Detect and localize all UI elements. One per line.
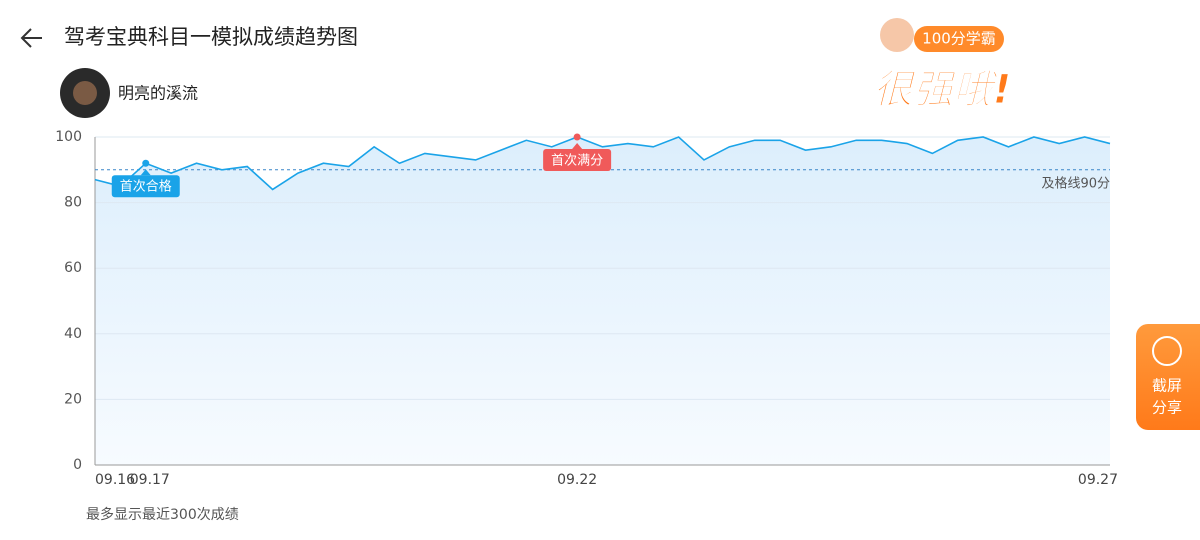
y-tick-label: 60 (64, 260, 82, 276)
badge-slogan: 很强哦! (873, 67, 1011, 113)
annotation-point (142, 159, 150, 167)
user-name: 明亮的溪流 (118, 84, 198, 103)
page-title: 驾考宝典科目一模拟成绩趋势图 (64, 25, 358, 49)
annotation-label: 首次满分 (551, 153, 603, 169)
x-tick-label: 09.22 (557, 472, 597, 488)
avatar[interactable] (60, 68, 110, 118)
x-tick-label: 09.27 (1078, 472, 1118, 488)
annotation-pointer (140, 169, 151, 176)
annotation-label: 首次合格 (120, 179, 172, 195)
annotation-point (573, 133, 581, 141)
share-button[interactable]: 截屏 分享 (1136, 324, 1200, 430)
y-tick-label: 0 (73, 457, 82, 473)
x-tick-label: 09.17 (130, 472, 170, 488)
badge: 100分学霸 很强哦! (872, 18, 1012, 114)
share-label: 分享 (1152, 399, 1182, 417)
annotation-pointer (572, 143, 583, 149)
y-tick-label: 20 (64, 391, 82, 407)
reference-label: 及格线90分 (1041, 175, 1110, 191)
area (95, 137, 1110, 465)
share-label: 截屏 (1152, 377, 1182, 395)
line (94, 136, 1111, 191)
footnote: 最多显示最近300次成绩 (86, 506, 239, 523)
x-tick-label: 09.16 (95, 472, 135, 488)
back-button[interactable] (20, 28, 42, 48)
badge-tag: 100分学霸 (922, 30, 996, 48)
annotation-box (111, 175, 180, 198)
y-tick-label: 40 (64, 326, 82, 342)
y-tick-label: 80 (64, 195, 82, 211)
annotation-box (543, 149, 612, 171)
y-tick-label: 100 (55, 129, 82, 145)
